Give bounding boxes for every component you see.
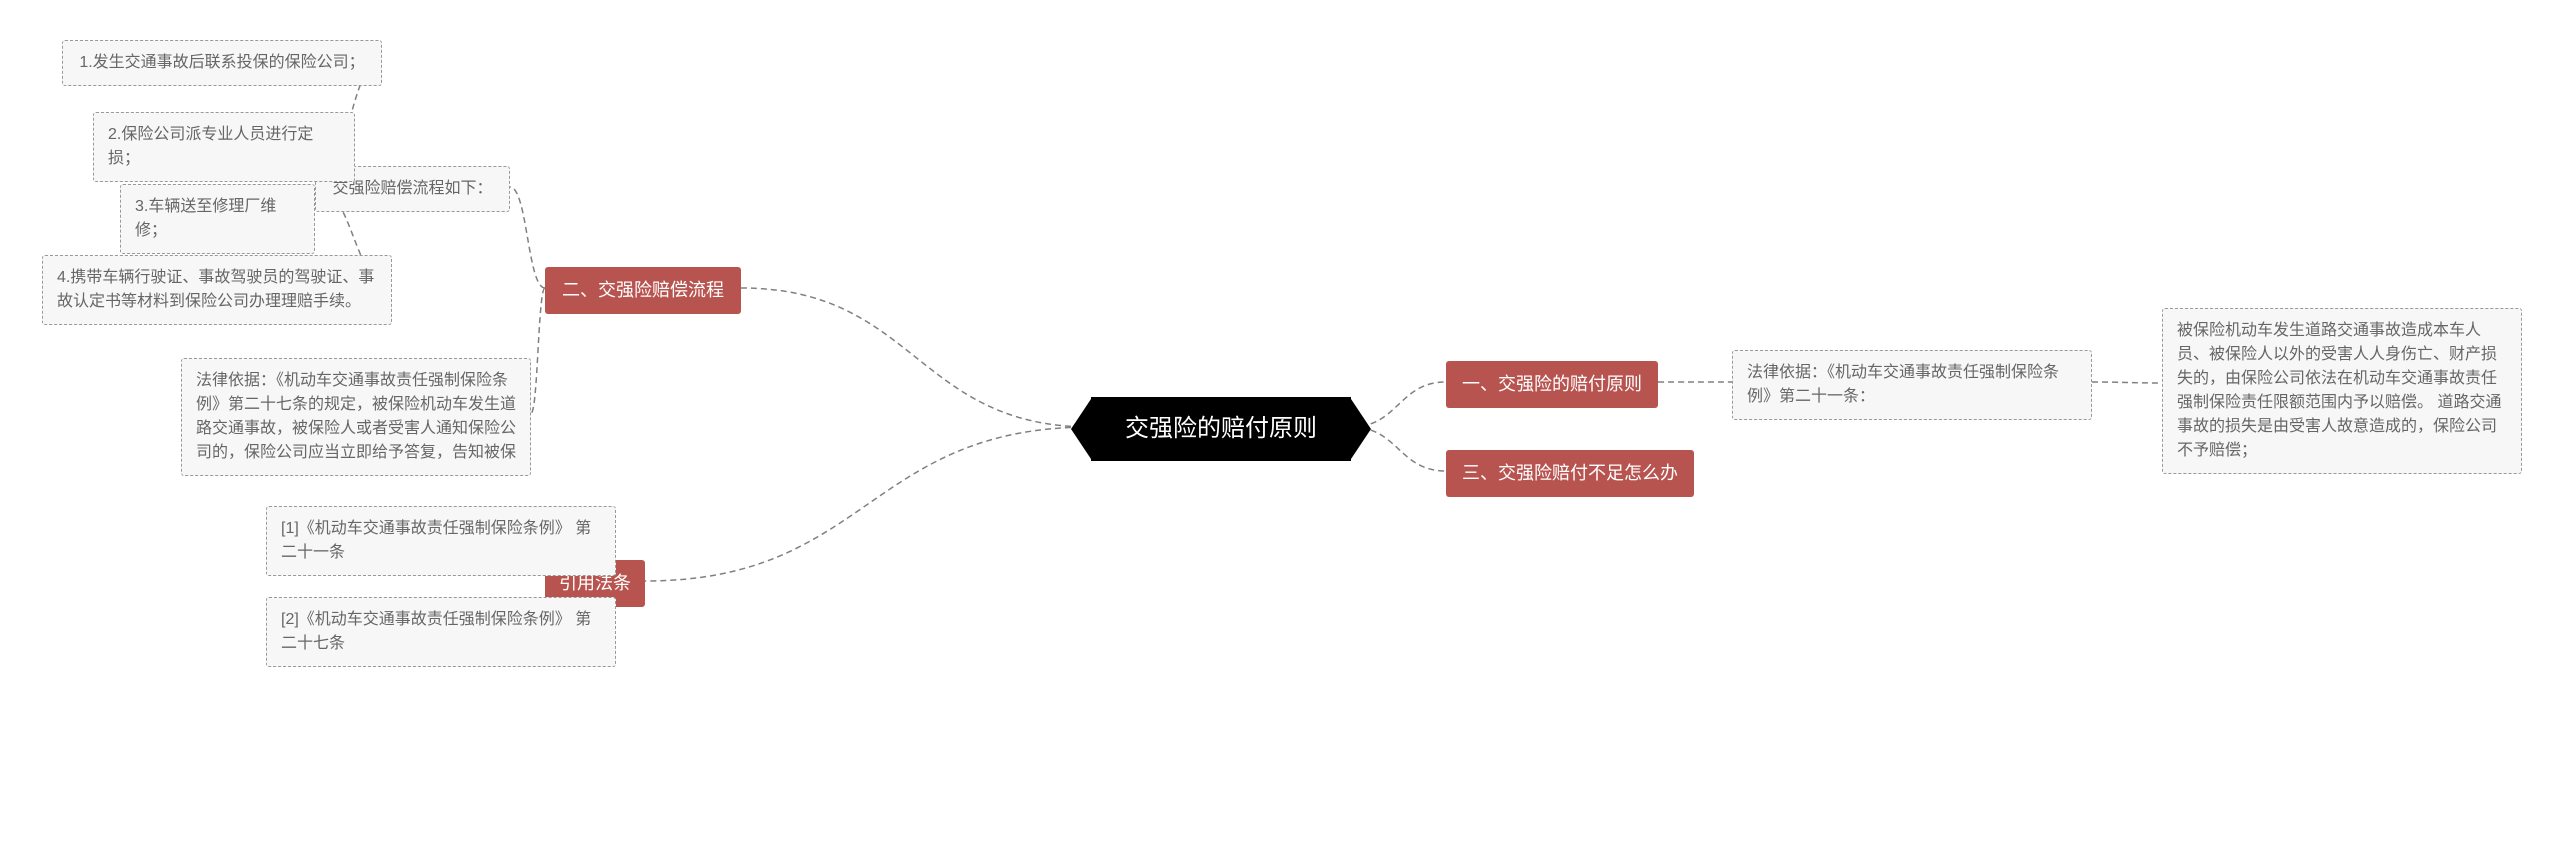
leaf-b1c1: 法律依据：《机动车交通事故责任强制保险条例》第二十一条： xyxy=(1732,350,2092,420)
leaf-b2c1: 法律依据：《机动车交通事故责任强制保险条例》第二十七条的规定，被保险机动车发生道… xyxy=(181,358,531,476)
leaf-s2: 2.保险公司派专业人员进行定损； xyxy=(93,112,355,182)
branch-right-1[interactable]: 一、交强险的赔付原则 xyxy=(1446,361,1658,408)
branch-left-2[interactable]: 二、交强险赔偿流程 xyxy=(545,267,741,314)
leaf-s4: 4.携带车辆行驶证、事故驾驶员的驾驶证、事故认定书等材料到保险公司办理理赔手续。 xyxy=(42,255,392,325)
leaf-r1: [1]《机动车交通事故责任强制保险条例》 第二十一条 xyxy=(266,506,616,576)
leaf-s1: 1.发生交通事故后联系投保的保险公司； xyxy=(62,40,382,86)
leaf-b1c1a: 被保险机动车发生道路交通事故造成本车人员、被保险人以外的受害人人身伤亡、财产损失… xyxy=(2162,308,2522,474)
branch-right-3[interactable]: 三、交强险赔付不足怎么办 xyxy=(1446,450,1694,497)
leaf-s3: 3.车辆送至修理厂维修； xyxy=(120,184,315,254)
root-node[interactable]: 交强险的赔付原则 xyxy=(1091,397,1351,461)
leaf-r2: [2]《机动车交通事故责任强制保险条例》 第二十七条 xyxy=(266,597,616,667)
